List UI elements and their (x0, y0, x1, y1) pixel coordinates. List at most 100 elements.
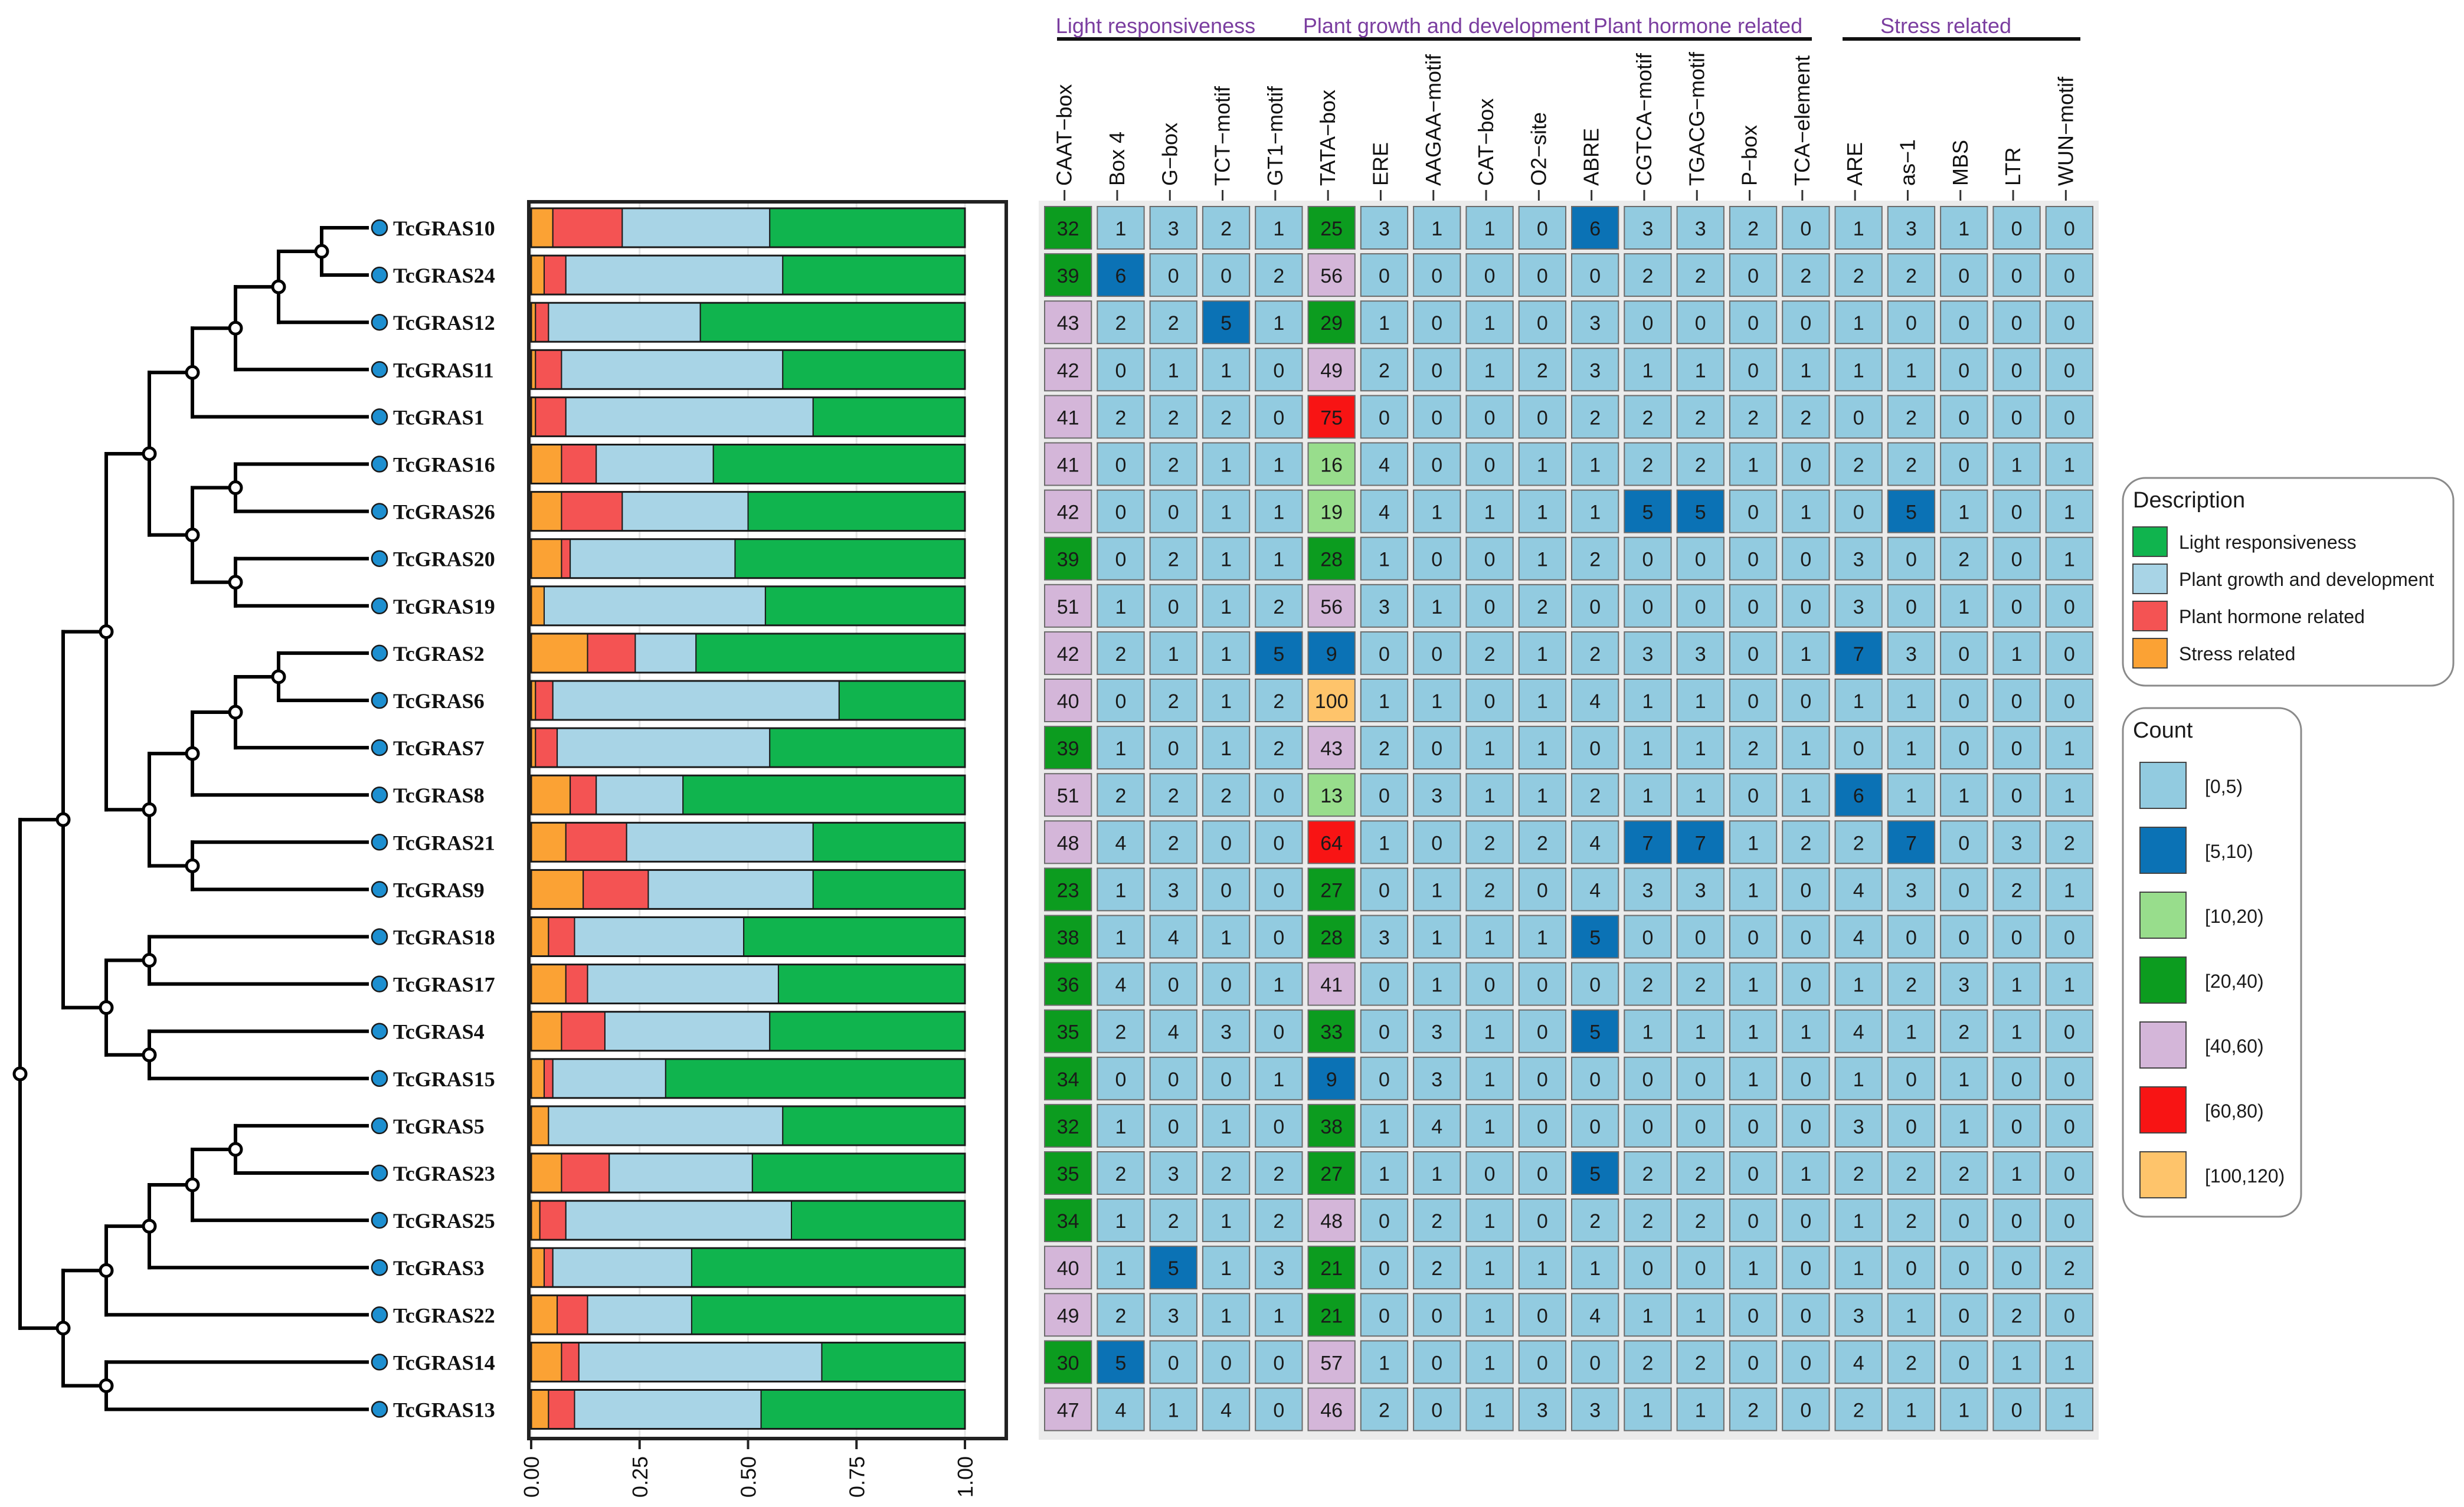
heatmap-cell (1307, 489, 1356, 533)
heatmap-cell-value: 0 (1168, 974, 1179, 997)
heatmap-cell (1360, 820, 1409, 864)
heatmap-cell (1255, 1103, 1303, 1148)
heatmap-cell-value: 1 (1695, 690, 1706, 713)
heatmap-cell-value: 0 (1800, 1352, 1811, 1374)
heatmap-cell-value: 1 (1115, 738, 1126, 760)
heatmap-cell-value: 2 (1642, 265, 1653, 287)
bar-segment (531, 1342, 562, 1382)
heatmap-cell-value: 0 (1748, 502, 1759, 524)
description-legend-swatch (2132, 526, 2168, 557)
heatmap-cell (1097, 1387, 1145, 1431)
heatmap-cell-value: 1 (1695, 1305, 1706, 1327)
heatmap-cell (1149, 442, 1197, 486)
heatmap-cell-value: 1 (1537, 690, 1548, 713)
bar-segment (565, 397, 814, 437)
heatmap-cell-value: 1 (1484, 1257, 1496, 1280)
heatmap-cell (1676, 1151, 1725, 1195)
heatmap-cell-value: 2 (1695, 1163, 1706, 1185)
heatmap-cell (1149, 867, 1197, 912)
heatmap-cell (1044, 726, 1092, 770)
heatmap-cell (1518, 348, 1566, 392)
heatmap-cell (1360, 584, 1409, 628)
heatmap-cell-value: 0 (2064, 927, 2075, 949)
heatmap-cell-value: 2 (1642, 1352, 1653, 1374)
heatmap-cell (1571, 253, 1619, 297)
bar-outline (530, 1389, 966, 1430)
heatmap-cell (1729, 300, 1778, 345)
heatmap-cell-value: 1 (1115, 218, 1126, 240)
heatmap-cell (1255, 1151, 1303, 1195)
heatmap-cell-value: 0 (1537, 879, 1548, 902)
bar-segment (531, 208, 554, 248)
count-legend-label: [0,5) (2205, 776, 2243, 797)
heatmap-cell-value: 40 (1057, 1257, 1079, 1280)
heatmap-cell (1413, 1340, 1461, 1384)
heatmap-cell-value: 1 (1379, 549, 1390, 571)
heatmap-cell-value: 1 (2011, 1163, 2023, 1185)
heatmap-cell (1465, 300, 1514, 345)
heatmap-cell-value: 27 (1320, 879, 1343, 902)
heatmap-cell (1624, 915, 1672, 959)
cis-element-heatmap: 32 1 3 2 1 25 3 1 1 0 6 3 3 2 0 1 3 1 0 039 6 0 0 2 56 0 0 0 0 0 2 2 0 2 2… (1039, 51, 2099, 1440)
heatmap-cell-value: 1 (1642, 690, 1653, 713)
heatmap-cell (1413, 536, 1461, 581)
heatmap-cell-value: 0 (1695, 1257, 1706, 1280)
heatmap-cell-value: 0 (1484, 690, 1496, 713)
heatmap-cell-value: 1 (1695, 785, 1706, 807)
heatmap-cell-value: 38 (1057, 927, 1079, 949)
heatmap-cell-value: 0 (1379, 407, 1390, 429)
heatmap-cell (1624, 773, 1672, 817)
heatmap-cell (1992, 348, 2041, 392)
heatmap-cell (1676, 679, 1725, 722)
heatmap-cell-value: 0 (1695, 312, 1706, 335)
heatmap-column-label: CAAT−box (1052, 84, 1076, 186)
heatmap-cell-value: 0 (2011, 265, 2023, 287)
heatmap-cell (1834, 679, 1883, 722)
heatmap-cell (2045, 1009, 2093, 1053)
heatmap-cell-value: 1 (1220, 1257, 1232, 1280)
bar-x-tick-label: 0.25 (628, 1456, 652, 1498)
heatmap-cell-value: 1 (1484, 927, 1496, 949)
heatmap-cell-value: 2 (1115, 407, 1126, 429)
heatmap-cell-value: 0 (1115, 690, 1126, 713)
heatmap-cell (1518, 584, 1566, 628)
heatmap-cell-value: 2 (1273, 265, 1284, 287)
heatmap-cell-value: 35 (1057, 1163, 1079, 1185)
heatmap-cell (1255, 1340, 1303, 1384)
heatmap-cell-value: 3 (1431, 1021, 1442, 1044)
heatmap-cell-value: 0 (1431, 312, 1442, 335)
gene-tip-dot (371, 644, 388, 662)
bar-outline (530, 1294, 966, 1335)
heatmap-cell (1782, 253, 1830, 297)
heatmap-cell (1834, 253, 1883, 297)
tree-node (271, 279, 286, 294)
heatmap-cell (1307, 536, 1356, 581)
heatmap-column-label: Box 4 (1105, 132, 1129, 186)
heatmap-cell-value: 0 (1484, 265, 1496, 287)
bar-segment (531, 1153, 562, 1193)
heatmap-cell-value: 1 (1379, 1163, 1390, 1185)
bar-segment (838, 680, 966, 720)
heatmap-cell (2045, 206, 2093, 250)
heatmap-cell (1782, 300, 1830, 345)
heatmap-cell-value: 5 (1220, 312, 1232, 335)
heatmap-cell-value: 39 (1057, 738, 1079, 760)
heatmap-cell (1676, 1293, 1725, 1337)
heatmap-cell-value: 0 (1906, 1116, 1917, 1138)
description-legend-frame (2122, 477, 2455, 687)
heatmap-column-label: TCA−element (1790, 55, 1814, 186)
heatmap-cell-value: 1 (1800, 359, 1811, 382)
heatmap-cell (1518, 1198, 1566, 1243)
heatmap-cell (1782, 915, 1830, 959)
heatmap-cell (1887, 1387, 1936, 1431)
heatmap-cell (1887, 867, 1936, 912)
heatmap-cell (1571, 395, 1619, 439)
heatmap-cell (1992, 1246, 2041, 1290)
heatmap-cell (1992, 206, 2041, 250)
heatmap-cell (1992, 631, 2041, 675)
heatmap-cell (1465, 489, 1514, 533)
heatmap-cell (1518, 1387, 1566, 1431)
heatmap-cell-value: 0 (1431, 359, 1442, 382)
heatmap-cell (1834, 631, 1883, 675)
heatmap-cell (1255, 489, 1303, 533)
